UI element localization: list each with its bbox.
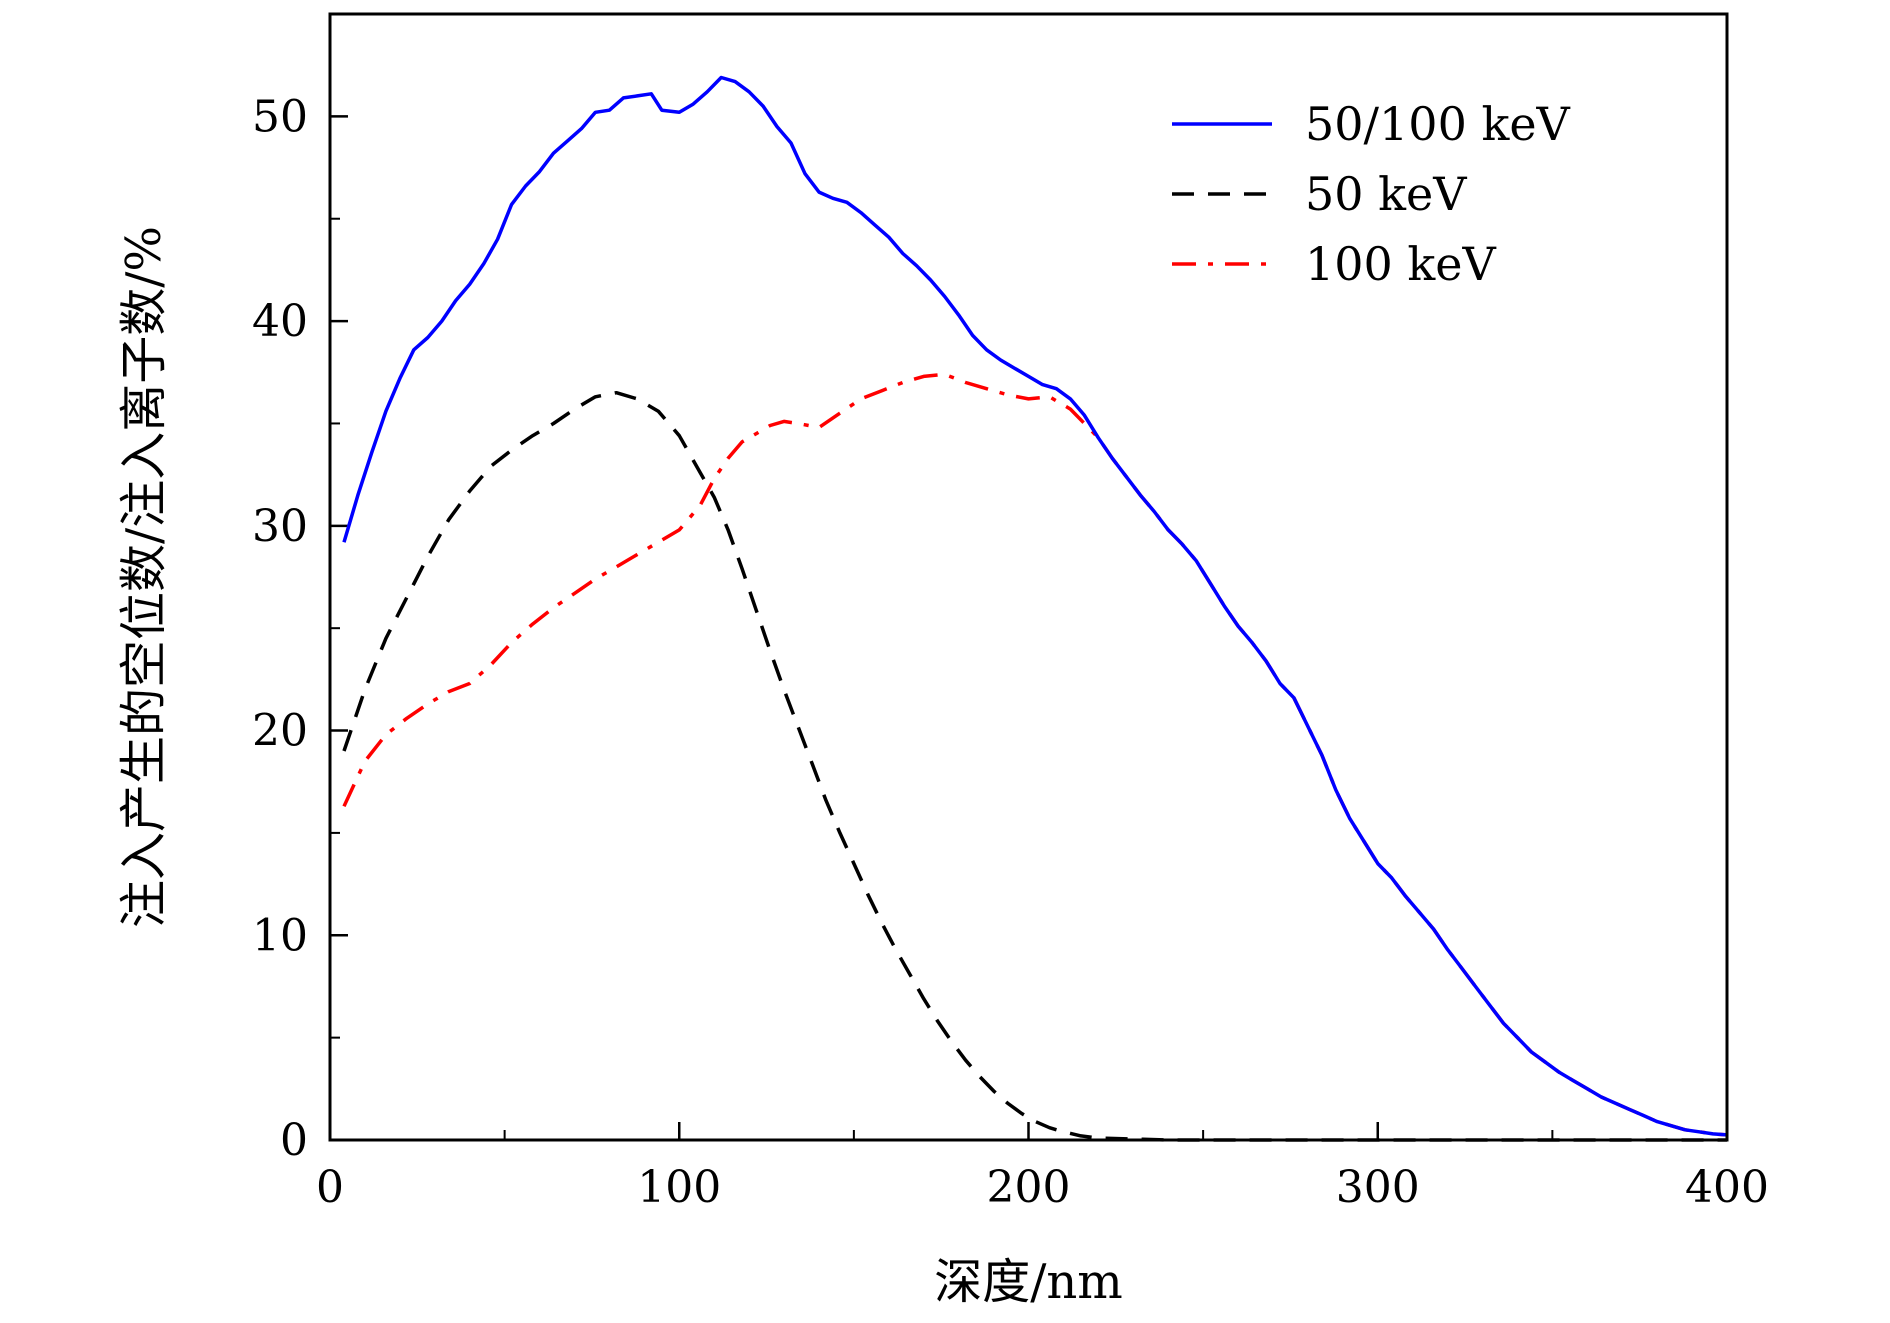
legend-label-2: 100 keV	[1305, 237, 1497, 291]
series-layer	[342, 75, 1728, 1142]
y-tick-label: 0	[280, 1115, 308, 1166]
y-axis-title: 注入产生的空位数/注入离子数/%	[116, 226, 172, 928]
legend-label-0: 50/100 keV	[1305, 97, 1571, 151]
x-tick-label: 300	[1336, 1162, 1420, 1213]
x-tick-label: 0	[316, 1162, 344, 1213]
legend-label-1: 50 keV	[1305, 167, 1467, 221]
plot-frame	[328, 12, 1729, 1142]
legend: 50/100 keV 50 keV 100 keV	[1172, 97, 1571, 291]
series-line-0	[342, 75, 1728, 1137]
y-tick-label: 30	[252, 501, 308, 552]
tick-labels: 0 100 200 300 400 0 10 20 30 40 50	[252, 91, 1769, 1213]
y-tick-label: 20	[252, 706, 308, 757]
x-tick-label: 200	[987, 1162, 1071, 1213]
series-line-2	[342, 372, 1728, 1137]
x-axis-title: 深度/nm	[934, 1254, 1123, 1310]
y-tick-label: 40	[252, 296, 308, 347]
x-tick-label: 400	[1685, 1162, 1769, 1213]
axis-ticks	[328, 13, 1729, 1142]
y-tick-label: 50	[252, 91, 308, 142]
y-tick-label: 10	[252, 910, 308, 961]
x-tick-label: 100	[637, 1162, 721, 1213]
series-line-1	[342, 390, 1727, 1142]
